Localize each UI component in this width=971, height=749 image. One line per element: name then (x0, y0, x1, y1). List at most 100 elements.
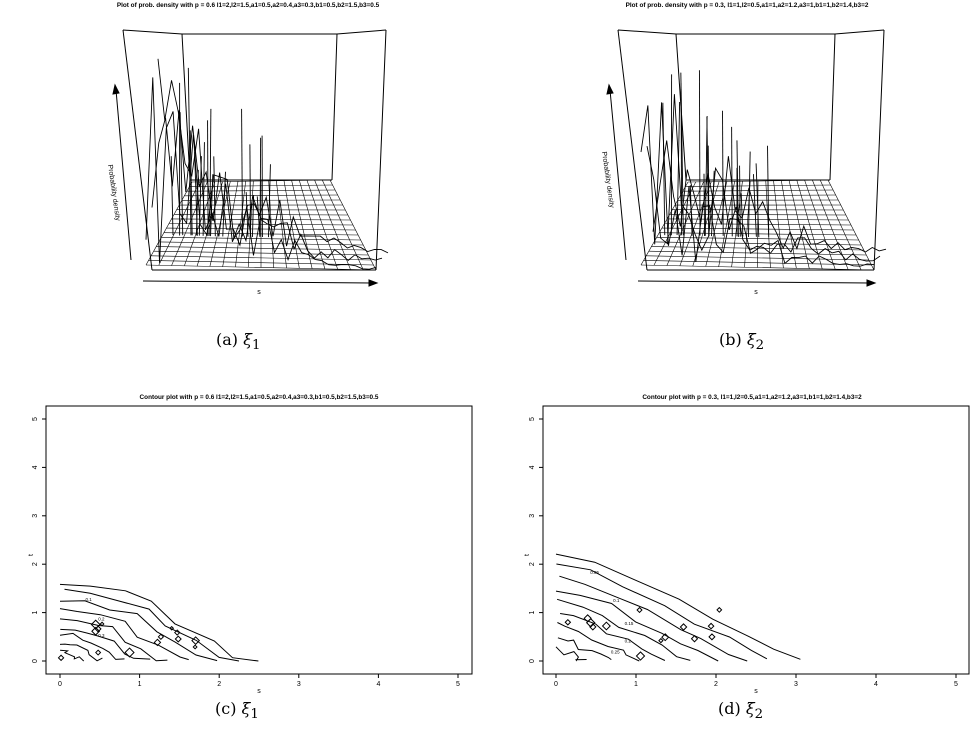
contour-island (658, 637, 664, 644)
surface-title-a: Plot of prob. density with p = 0.6 l1=2,… (117, 2, 380, 9)
contour-island (716, 606, 723, 613)
contour-island (707, 622, 715, 630)
contour-island (174, 635, 182, 643)
surface-spike-segment (755, 163, 760, 238)
contour-island (174, 629, 181, 636)
contour-island (95, 649, 102, 656)
contour-line (555, 646, 587, 662)
surface-spike-segment (249, 144, 251, 237)
contour-island (636, 606, 643, 614)
contour-lines-d (555, 553, 801, 662)
x-tick-label: 4 (874, 681, 878, 688)
y-ticks-d (539, 418, 543, 662)
x-ticks-d (555, 674, 957, 678)
x-axis-label-d: s (754, 688, 758, 693)
surface-mesh-line (184, 194, 338, 197)
contour-level-label: 0.15 (625, 621, 634, 626)
x-axis-arrow-a (142, 279, 379, 287)
surface-mesh-line (812, 180, 849, 270)
contour-line (59, 583, 259, 662)
surface-mesh-line (804, 180, 836, 270)
x-ticks-c (59, 674, 459, 678)
surface-spike-segment (731, 126, 733, 237)
surface-plot-a: Plot of prob. density with p = 0.6 l1=2,… (106, 2, 389, 296)
surface-spikes-b (640, 70, 887, 267)
surface-mesh-line (189, 184, 333, 187)
contour-island (124, 647, 135, 658)
surface-spike-segment (752, 174, 757, 237)
caption-c: (c) ξ1 (215, 699, 259, 723)
contour-line (557, 622, 640, 662)
surface-spike-segment (689, 185, 693, 236)
x-tick-label: 3 (794, 681, 798, 688)
surface-mesh-line (191, 179, 331, 183)
surface-box-a (122, 29, 387, 271)
surface-spike-segment (251, 194, 255, 237)
contour-island (564, 618, 572, 626)
surface-spike-segment (170, 156, 174, 236)
contour-line (60, 628, 151, 660)
surface-spikes-a (145, 58, 389, 270)
x-tick-label: 5 (954, 681, 958, 688)
contour-title-c: Contour plot with p = 0.6 l1=2,l2=1.5,a1… (140, 394, 379, 401)
contour-island (192, 644, 198, 650)
x-tick-label: 0 (58, 681, 62, 688)
surface-spike-segment (245, 192, 249, 237)
y-tick-label: 5 (32, 417, 39, 421)
plot-frame-d (542, 405, 970, 675)
caption-b: (b) ξ2 (719, 330, 765, 354)
surface-spike-segment (703, 173, 705, 237)
contour-level-label: 0.05 (590, 570, 599, 575)
contour-island (679, 623, 688, 631)
contour-island (708, 633, 716, 641)
surface-spike-segment (179, 112, 184, 236)
surface-box-b (617, 29, 885, 271)
y-tick-label: 3 (32, 514, 39, 518)
contour-level-label: 0.3 (98, 633, 105, 638)
contour-line (555, 553, 801, 660)
x-tick-label: 1 (138, 681, 142, 688)
contour-island (585, 618, 596, 628)
y-tick-label: 0 (32, 659, 39, 663)
x-tick-label: 0 (554, 681, 558, 688)
contour-line (556, 598, 691, 661)
surface-mesh-line (680, 194, 836, 197)
y-tick-label: 1 (529, 611, 536, 615)
surface-spike-line (640, 102, 875, 267)
surface-mesh-line (685, 184, 831, 187)
y-tick-label: 4 (32, 465, 39, 469)
x-tick-label: 2 (217, 681, 221, 688)
surface-spike-segment (739, 165, 741, 237)
surface-spike-segment (222, 171, 226, 237)
contour-level-label: 0.1 (85, 597, 92, 602)
surface-spike-segment (704, 115, 708, 236)
panel-c: Contour plot with p = 0.6 l1=2,l2=1.5,a1… (0, 383, 490, 749)
surface-spike-segment (268, 164, 271, 238)
y-ticks-c (42, 418, 46, 662)
z-axis-arrow-b (606, 83, 627, 261)
contour-line (59, 618, 168, 662)
contour-plot-d: Contour plot with p = 0.3, l1=1,l2=0.5,a… (524, 394, 970, 695)
z-axis-label-b: Probability density (600, 151, 615, 209)
contour-line (555, 590, 719, 662)
contour-island (157, 633, 165, 641)
surface-spike-segment (767, 145, 770, 237)
surface-spike-segment (722, 110, 724, 236)
contour-island (589, 623, 597, 631)
surface-mesh-line (687, 179, 829, 183)
contour-island (661, 633, 670, 642)
contour-line (64, 588, 240, 662)
contour-island (99, 621, 105, 627)
x-axis-label-a: s (257, 289, 261, 296)
surface-spike-segment (662, 102, 666, 236)
z-axis-arrow-a (112, 83, 132, 261)
surface-spike-segment (707, 145, 710, 237)
surface-spike-segment (680, 72, 684, 236)
x-tick-label: 3 (297, 681, 301, 688)
contour-lines-c (57, 583, 259, 662)
caption-d: (d) ξ2 (718, 699, 764, 723)
plot-frame-c (45, 405, 473, 675)
contour-line (59, 608, 189, 661)
x-axis-label-c: s (257, 688, 261, 693)
surface-spike-segment (202, 142, 205, 236)
